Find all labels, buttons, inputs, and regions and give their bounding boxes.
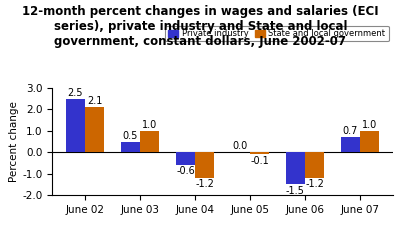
Text: -1.5: -1.5 — [286, 186, 305, 196]
Text: -0.6: -0.6 — [176, 166, 195, 176]
Text: -1.2: -1.2 — [195, 179, 214, 189]
Text: 1.0: 1.0 — [362, 120, 377, 130]
Bar — [341, 137, 360, 152]
Bar — [195, 152, 214, 178]
Bar — [360, 131, 379, 152]
Text: 1.0: 1.0 — [142, 120, 157, 130]
Bar — [140, 131, 159, 152]
Legend: Private industry, State and local government: Private industry, State and local govern… — [165, 26, 389, 41]
Text: 12-month percent changes in wages and salaries (ECI
series), private industry an: 12-month percent changes in wages and sa… — [22, 5, 379, 48]
Bar — [121, 142, 140, 152]
Bar — [85, 107, 104, 152]
Bar — [286, 152, 305, 184]
Text: 2.5: 2.5 — [68, 88, 83, 98]
Text: 2.1: 2.1 — [87, 96, 102, 106]
Bar — [250, 152, 269, 154]
Text: -0.1: -0.1 — [250, 156, 269, 166]
Bar — [66, 99, 85, 152]
Text: 0.5: 0.5 — [123, 130, 138, 140]
Text: -1.2: -1.2 — [305, 179, 324, 189]
Bar — [305, 152, 324, 178]
Text: 0.7: 0.7 — [343, 126, 358, 136]
Y-axis label: Percent change: Percent change — [9, 101, 19, 182]
Text: 0.0: 0.0 — [233, 141, 248, 151]
Bar — [176, 152, 195, 165]
